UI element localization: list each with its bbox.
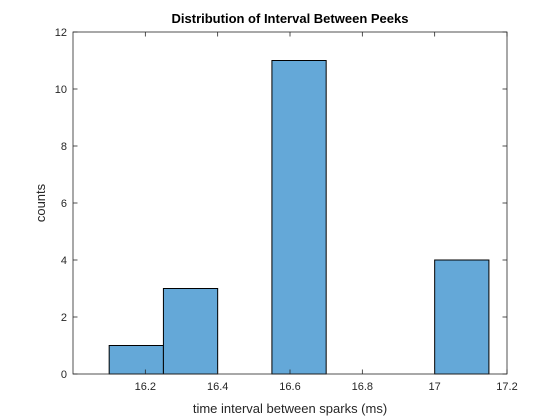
y-tick-label-3: 6 <box>61 198 67 210</box>
y-tick-label-0: 0 <box>61 369 67 381</box>
y-tick-label-4: 8 <box>61 141 67 153</box>
plot-frame <box>72 31 508 375</box>
x-tick-label-2: 16.6 <box>279 381 300 393</box>
y-tick-label-2: 4 <box>61 255 67 267</box>
x-axis-label: time interval between sparks (ms) <box>193 401 387 416</box>
x-tick-label-4: 17 <box>429 381 441 393</box>
y-axis-label: counts <box>33 183 48 222</box>
chart-title: Distribution of Interval Between Peeks <box>172 11 409 26</box>
bars-group <box>108 60 490 375</box>
x-tick-label-0: 16.2 <box>135 381 156 393</box>
histogram-bar-3 <box>271 60 327 375</box>
x-tick-label-3: 16.8 <box>352 381 373 393</box>
y-tick-label-1: 2 <box>61 312 67 324</box>
histogram-bar-6 <box>434 259 490 375</box>
y-tick-label-6: 12 <box>55 27 67 39</box>
x-tick-label-1: 16.4 <box>207 381 228 393</box>
histogram-bar-1 <box>162 288 219 375</box>
x-tick-label-5: 17.2 <box>496 381 517 393</box>
histogram-bar-0 <box>108 345 164 375</box>
y-tick-label-5: 10 <box>55 84 67 96</box>
ticks-group: 16.2 16.4 16.6 16.8 17 17.2 0 2 4 6 8 10 12 <box>55 27 518 393</box>
